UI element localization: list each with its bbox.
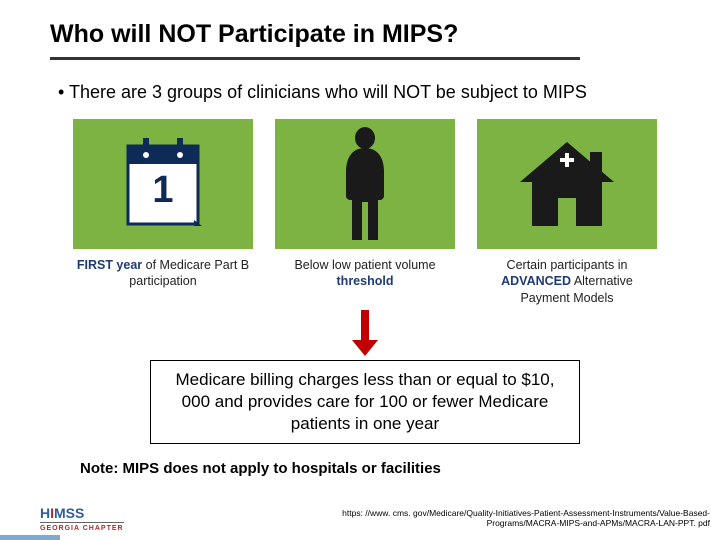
card-1-caption: FIRST year of Medicare Part B participat…	[73, 257, 253, 290]
callout-box: Medicare billing charges less than or eq…	[150, 360, 580, 444]
bottom-accent-bar	[0, 535, 60, 540]
card-2-image	[275, 119, 455, 249]
note-line: Note: MIPS does not apply to hospitals o…	[80, 460, 680, 477]
card-3-caption: Certain participants in ADVANCED Alterna…	[477, 257, 657, 306]
arrow-down-icon	[350, 310, 380, 358]
note-label: Note:	[80, 460, 123, 477]
card-2: Below low patient volume threshold	[275, 119, 455, 306]
title-underline	[50, 57, 580, 60]
source-url: https: //www. cms. gov/Medicare/Quality-…	[342, 508, 710, 528]
arrow-down	[50, 310, 680, 358]
note-text: MIPS does not apply to hospitals or faci…	[123, 460, 441, 477]
himss-logo: HIMSS GEORGIA CHAPTER	[40, 506, 124, 532]
card-3: Certain participants in ADVANCED Alterna…	[477, 119, 657, 306]
card-3-image	[477, 119, 657, 249]
slide-title: Who will NOT Participate in MIPS?	[50, 20, 680, 57]
cards-row: 1 FIRST year of Medicare Part B particip…	[50, 119, 680, 306]
card-2-caption: Below low patient volume threshold	[275, 257, 455, 290]
svg-text:1: 1	[152, 169, 173, 211]
card-1-image: 1	[73, 119, 253, 249]
house-plus-icon	[512, 134, 622, 234]
card-1: 1 FIRST year of Medicare Part B particip…	[73, 119, 253, 306]
bullet-text: • There are 3 groups of clinicians who w…	[50, 82, 680, 103]
logo-subtext: GEORGIA CHAPTER	[40, 522, 124, 532]
calendar-icon: 1	[118, 134, 208, 234]
person-icon	[330, 124, 400, 244]
